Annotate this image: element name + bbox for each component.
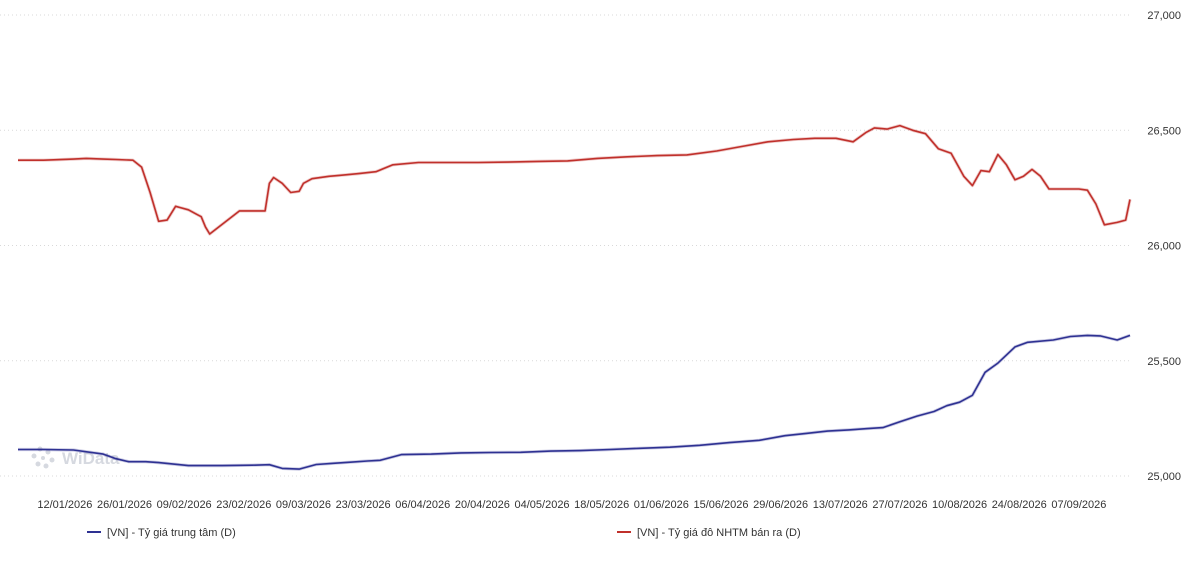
x-tick-label: 23/03/2026 xyxy=(336,499,391,511)
legend[interactable]: [VN] - Tỷ giá trung tâm (D) [VN] - Tỷ gi… xyxy=(87,527,801,539)
series-lines xyxy=(18,124,1132,471)
x-tick-label: 15/06/2026 xyxy=(693,499,748,511)
legend-item-bank-rate[interactable]: [VN] - Tỷ giá đô NHTM bán ra (D) xyxy=(617,527,801,539)
y-tick-label: 27,000 xyxy=(1147,10,1181,22)
x-tick-label: 18/05/2026 xyxy=(574,499,629,511)
y-tick-label: 25,500 xyxy=(1147,356,1181,368)
x-tick-label: 27/07/2026 xyxy=(872,499,927,511)
x-tick-label: 06/04/2026 xyxy=(395,499,450,511)
series-line-shadow xyxy=(18,333,1131,471)
x-tick-label: 26/01/2026 xyxy=(97,499,152,511)
y-tick-label: 26,000 xyxy=(1147,241,1181,253)
x-tick-label: 09/03/2026 xyxy=(276,499,331,511)
series-line-shadow xyxy=(18,124,1132,236)
series-line-bank-rate xyxy=(18,124,1131,235)
x-tick-label: 12/01/2026 xyxy=(37,499,92,511)
y-axis-ticks: 25,000 25,500 26,000 26,500 27,000 xyxy=(1147,10,1181,483)
legend-label-central-rate: [VN] - Tỷ giá trung tâm (D) xyxy=(107,527,236,539)
y-tick-label: 26,500 xyxy=(1147,125,1181,137)
x-tick-label: 07/09/2026 xyxy=(1051,499,1106,511)
x-tick-label: 29/06/2026 xyxy=(753,499,808,511)
x-tick-label: 04/05/2026 xyxy=(515,499,570,511)
watermark: WiData xyxy=(31,446,120,469)
legend-item-central-rate[interactable]: [VN] - Tỷ giá trung tâm (D) xyxy=(87,527,236,539)
legend-label-bank-rate: [VN] - Tỷ giá đô NHTM bán ra (D) xyxy=(637,527,801,539)
x-tick-label: 01/06/2026 xyxy=(634,499,689,511)
y-tick-label: 25,000 xyxy=(1147,471,1181,483)
x-tick-label: 10/08/2026 xyxy=(932,499,987,511)
x-tick-label: 13/07/2026 xyxy=(813,499,868,511)
x-axis-ticks: 12/01/2026 26/01/2026 09/02/2026 23/02/2026… xyxy=(37,499,1106,511)
x-tick-label: 24/08/2026 xyxy=(992,499,1047,511)
grid-lines xyxy=(0,14,1130,477)
x-tick-label: 09/02/2026 xyxy=(157,499,212,511)
x-tick-label: 23/02/2026 xyxy=(216,499,271,511)
x-tick-label: 20/04/2026 xyxy=(455,499,510,511)
series-line-central-rate xyxy=(18,334,1131,470)
watermark-text: WiData xyxy=(62,449,120,468)
